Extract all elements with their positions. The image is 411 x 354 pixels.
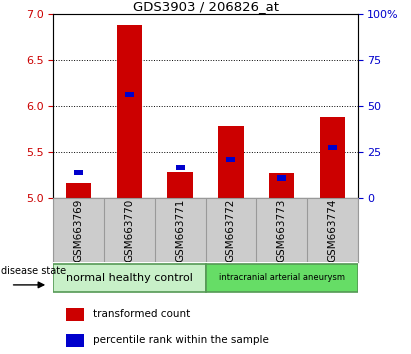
Bar — [175, 165, 185, 170]
Bar — [74, 170, 83, 175]
Text: percentile rank within the sample: percentile rank within the sample — [93, 335, 269, 345]
Text: disease state: disease state — [1, 266, 66, 276]
Text: intracranial arterial aneurysm: intracranial arterial aneurysm — [219, 273, 344, 282]
Text: GSM663772: GSM663772 — [226, 198, 236, 262]
FancyBboxPatch shape — [53, 263, 206, 292]
Bar — [117, 25, 142, 198]
Bar — [66, 333, 84, 347]
Bar — [125, 92, 134, 97]
Bar — [269, 173, 294, 198]
Text: GSM663773: GSM663773 — [277, 198, 286, 262]
Bar — [218, 126, 243, 198]
Bar — [319, 117, 345, 198]
Text: normal healthy control: normal healthy control — [66, 273, 193, 283]
FancyBboxPatch shape — [206, 263, 358, 292]
Title: GDS3903 / 206826_at: GDS3903 / 206826_at — [132, 0, 279, 13]
Text: GSM663774: GSM663774 — [327, 198, 337, 262]
Bar — [328, 145, 337, 150]
Text: transformed count: transformed count — [93, 309, 190, 319]
Bar — [277, 176, 286, 181]
Text: GSM663770: GSM663770 — [125, 199, 134, 262]
Bar — [66, 308, 84, 321]
Text: GSM663771: GSM663771 — [175, 198, 185, 262]
Text: GSM663769: GSM663769 — [74, 198, 84, 262]
Bar — [226, 157, 236, 162]
Bar — [66, 183, 91, 198]
Bar — [168, 172, 193, 198]
